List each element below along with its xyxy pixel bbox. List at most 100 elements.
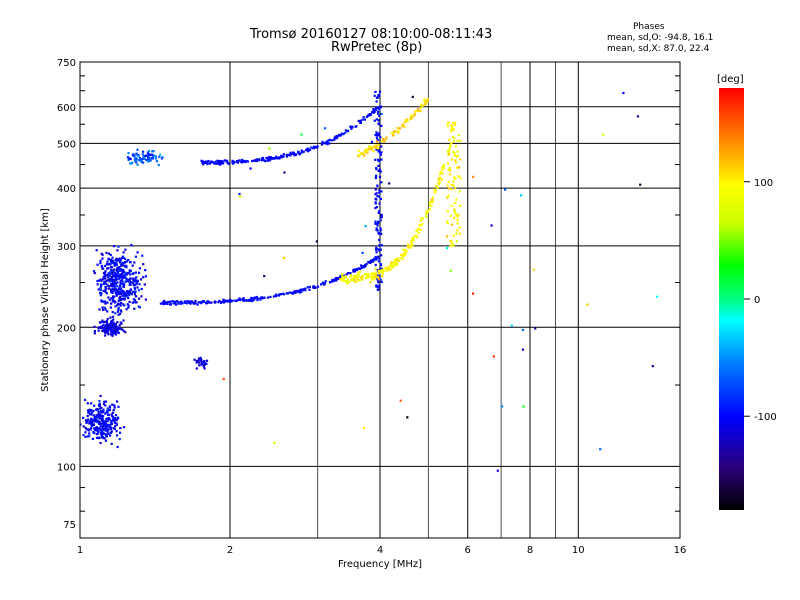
echo-point bbox=[112, 418, 115, 421]
echo-point bbox=[376, 274, 379, 277]
echo-point bbox=[375, 227, 378, 230]
echo-point bbox=[92, 409, 95, 412]
echo-point bbox=[128, 157, 131, 160]
echo-point bbox=[116, 304, 119, 307]
echo-point bbox=[92, 414, 95, 417]
echo-point bbox=[142, 150, 145, 153]
echo-point bbox=[96, 416, 99, 419]
echo-point bbox=[346, 282, 349, 285]
echo-point bbox=[446, 220, 449, 223]
echo-point bbox=[171, 300, 174, 303]
echo-point bbox=[307, 149, 310, 152]
echo-point bbox=[219, 163, 222, 166]
echo-point bbox=[231, 299, 234, 302]
echo-point bbox=[227, 162, 230, 165]
echo-point bbox=[410, 245, 413, 248]
echo-point bbox=[378, 238, 381, 242]
echo-point bbox=[116, 434, 119, 437]
echo-point bbox=[357, 280, 360, 283]
echo-point bbox=[103, 400, 106, 403]
echo-point bbox=[376, 112, 380, 115]
echo-point bbox=[204, 161, 207, 164]
echo-point bbox=[131, 264, 134, 267]
echo-point bbox=[353, 279, 356, 282]
echo-point bbox=[183, 300, 186, 303]
echo-point bbox=[359, 121, 362, 124]
y-tick-label: 100 bbox=[57, 462, 76, 473]
echo-point bbox=[368, 145, 371, 148]
echo-point bbox=[117, 293, 120, 296]
echo-point bbox=[377, 220, 380, 223]
echo-point bbox=[636, 115, 640, 118]
echo-point bbox=[375, 100, 378, 103]
echo-point bbox=[116, 285, 119, 288]
echo-point bbox=[116, 321, 119, 324]
echo-point bbox=[375, 168, 378, 171]
colorbar-ticks: -100 0 100 bbox=[744, 178, 777, 423]
echo-point bbox=[195, 361, 198, 364]
echo-point bbox=[357, 267, 360, 270]
echo-point bbox=[228, 300, 232, 303]
echo-point bbox=[97, 413, 100, 416]
echo-point bbox=[114, 287, 117, 290]
echo-point bbox=[448, 173, 452, 176]
echo-point bbox=[278, 294, 281, 297]
echo-point bbox=[125, 278, 128, 281]
echo-point bbox=[450, 187, 453, 191]
echo-point bbox=[373, 272, 376, 275]
echo-point bbox=[379, 170, 382, 173]
echo-point bbox=[381, 275, 384, 278]
echo-point bbox=[116, 281, 119, 284]
echo-point bbox=[314, 286, 317, 289]
echo-point bbox=[379, 227, 382, 230]
phases-heading: Phases bbox=[633, 22, 665, 32]
echo-point bbox=[357, 275, 360, 278]
echo-point bbox=[327, 139, 330, 142]
echo-point bbox=[359, 278, 363, 281]
echo-point bbox=[125, 279, 128, 282]
echo-point bbox=[119, 258, 122, 261]
echo-point bbox=[120, 301, 123, 305]
echo-point bbox=[113, 300, 116, 303]
echo-point bbox=[315, 240, 318, 243]
echo-point bbox=[99, 428, 102, 431]
echo-point bbox=[230, 300, 233, 303]
echo-point bbox=[393, 130, 396, 133]
echo-point bbox=[138, 271, 141, 274]
echo-point bbox=[456, 150, 459, 153]
echo-point bbox=[236, 161, 240, 164]
echo-point bbox=[108, 405, 111, 408]
echo-point bbox=[161, 156, 164, 159]
echo-point bbox=[438, 177, 441, 180]
echo-point bbox=[446, 150, 449, 153]
echo-point bbox=[98, 404, 101, 407]
echo-point bbox=[386, 268, 390, 271]
echo-point bbox=[438, 181, 441, 184]
echo-point bbox=[378, 272, 381, 275]
echo-point bbox=[223, 301, 226, 304]
echo-point bbox=[116, 328, 119, 331]
echo-point bbox=[412, 115, 415, 118]
echo-point bbox=[133, 307, 136, 310]
x-tick-label: 6 bbox=[465, 545, 471, 556]
echo-point bbox=[107, 409, 110, 412]
echo-point bbox=[377, 255, 380, 258]
echo-point bbox=[346, 278, 349, 281]
echo-point bbox=[98, 279, 101, 282]
echo-point bbox=[241, 161, 244, 164]
echo-point bbox=[449, 145, 452, 148]
echo-point bbox=[147, 155, 150, 158]
echo-point bbox=[429, 204, 432, 207]
echo-point bbox=[89, 420, 92, 424]
echo-point bbox=[520, 194, 523, 197]
echo-point bbox=[89, 428, 92, 431]
echo-point bbox=[187, 301, 191, 304]
echo-point bbox=[435, 184, 438, 187]
echo-point bbox=[377, 147, 380, 150]
echo-point bbox=[101, 428, 105, 431]
echo-point bbox=[377, 248, 380, 251]
echo-point bbox=[109, 434, 112, 437]
echo-point bbox=[378, 160, 381, 163]
echo-point bbox=[371, 272, 374, 275]
echo-point bbox=[205, 359, 209, 362]
